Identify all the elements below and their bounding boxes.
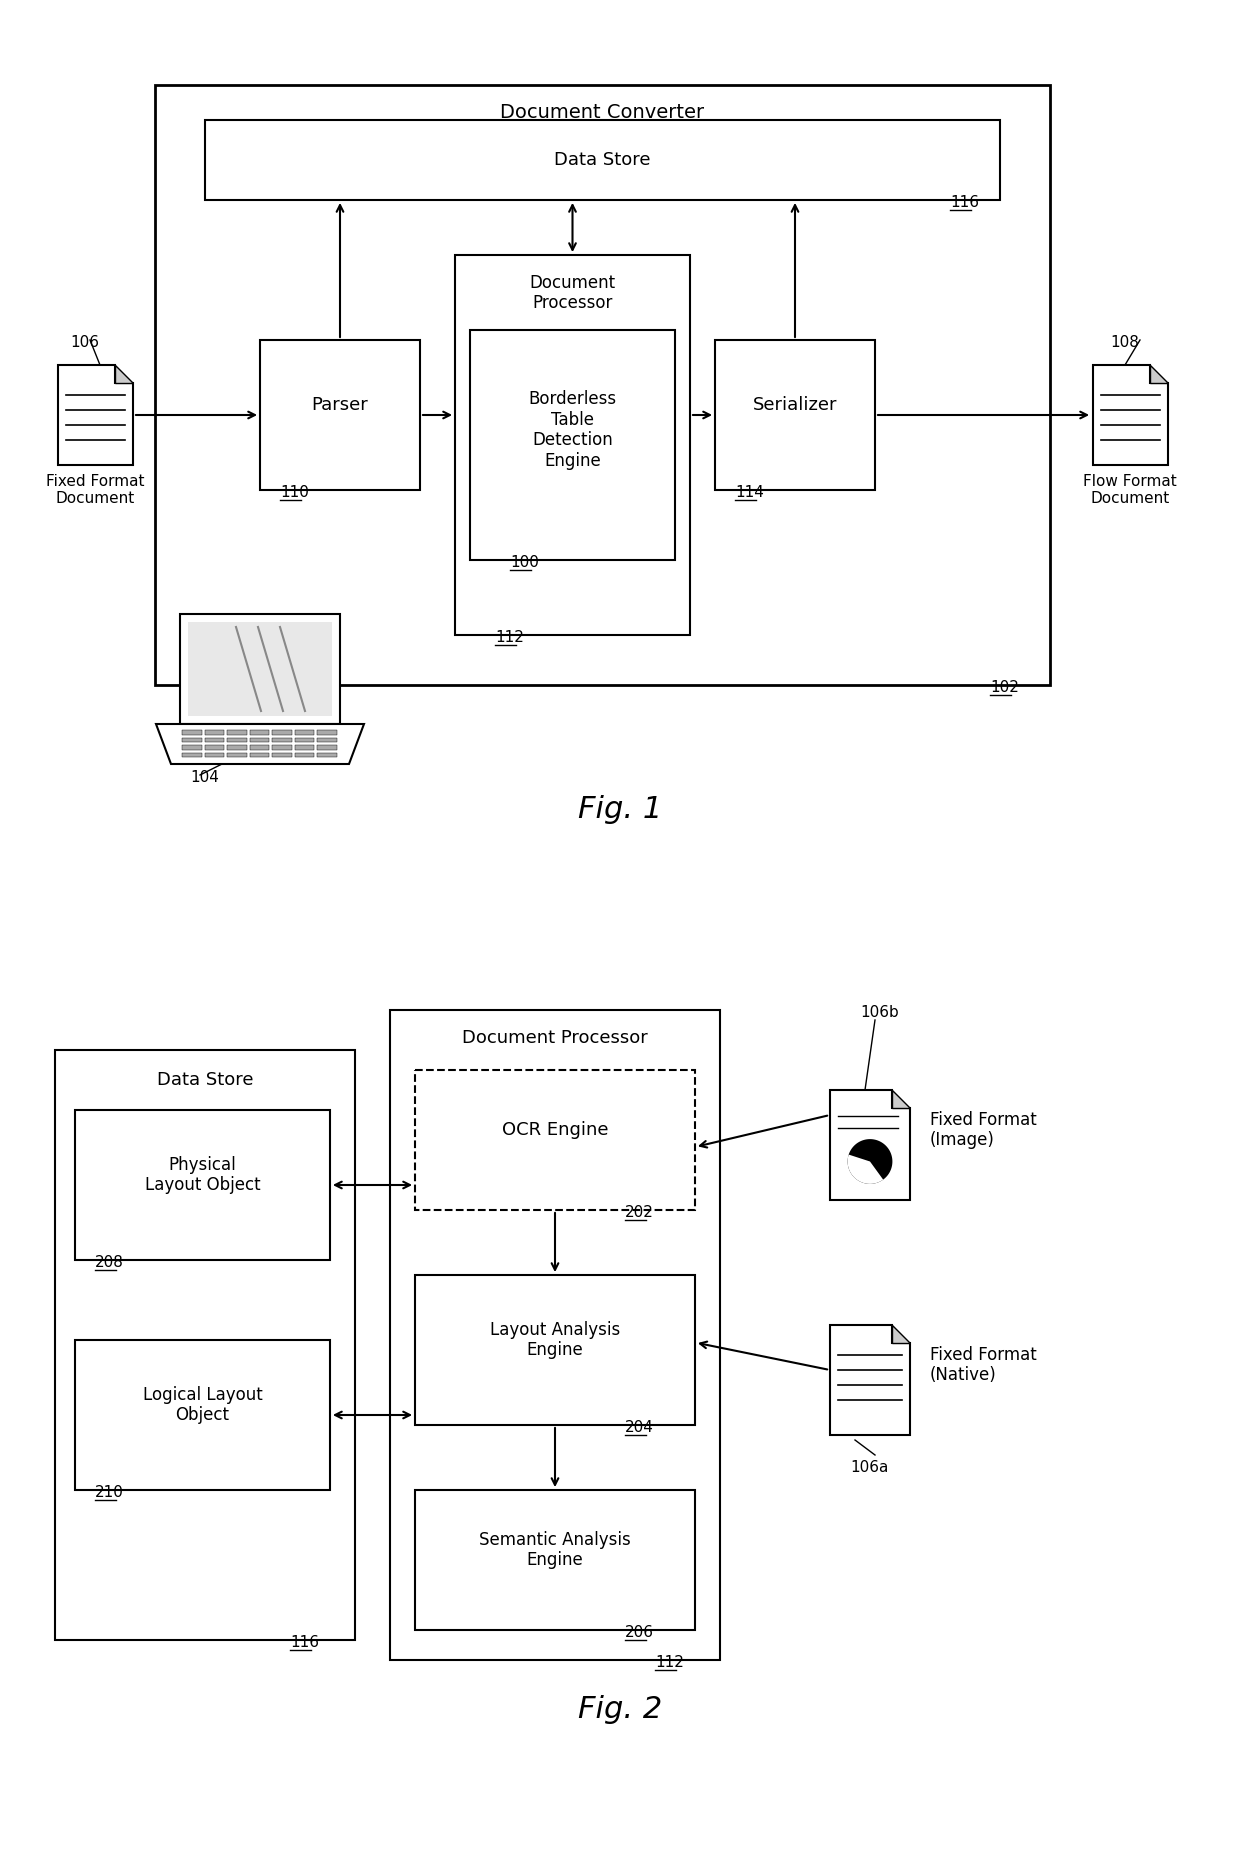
Polygon shape bbox=[273, 752, 291, 758]
Text: Layout Analysis
Engine: Layout Analysis Engine bbox=[490, 1321, 620, 1360]
Text: 106: 106 bbox=[69, 336, 99, 351]
Polygon shape bbox=[156, 724, 365, 763]
Polygon shape bbox=[295, 745, 315, 750]
Polygon shape bbox=[273, 737, 291, 743]
Text: 116: 116 bbox=[290, 1635, 319, 1650]
Text: 102: 102 bbox=[990, 679, 1019, 694]
Polygon shape bbox=[114, 366, 133, 383]
Polygon shape bbox=[830, 1325, 910, 1435]
Polygon shape bbox=[227, 745, 247, 750]
Text: Physical
Layout Object: Physical Layout Object bbox=[145, 1155, 260, 1194]
Polygon shape bbox=[892, 1090, 910, 1108]
Polygon shape bbox=[1092, 366, 1168, 465]
Text: 208: 208 bbox=[95, 1256, 124, 1271]
Bar bbox=[415, 1274, 694, 1426]
Text: 112: 112 bbox=[495, 631, 523, 646]
Text: 104: 104 bbox=[190, 771, 219, 786]
Text: Fixed Format
(Image): Fixed Format (Image) bbox=[930, 1110, 1037, 1149]
Text: 106a: 106a bbox=[849, 1459, 888, 1474]
Bar bbox=[715, 340, 875, 491]
Polygon shape bbox=[273, 745, 291, 750]
Text: 108: 108 bbox=[1110, 336, 1138, 351]
Polygon shape bbox=[892, 1325, 910, 1344]
Text: Document Converter: Document Converter bbox=[501, 103, 704, 123]
Polygon shape bbox=[182, 745, 202, 750]
Polygon shape bbox=[249, 752, 269, 758]
Text: Data Store: Data Store bbox=[156, 1071, 253, 1090]
Text: Borderless
Table
Detection
Engine: Borderless Table Detection Engine bbox=[528, 390, 616, 470]
Polygon shape bbox=[227, 752, 247, 758]
Polygon shape bbox=[182, 737, 202, 743]
Polygon shape bbox=[182, 730, 202, 735]
Polygon shape bbox=[57, 366, 133, 465]
Polygon shape bbox=[180, 614, 340, 724]
Polygon shape bbox=[205, 737, 224, 743]
Polygon shape bbox=[295, 752, 315, 758]
Polygon shape bbox=[205, 752, 224, 758]
Text: Serializer: Serializer bbox=[753, 396, 837, 414]
Text: 206: 206 bbox=[625, 1625, 653, 1640]
Text: OCR Engine: OCR Engine bbox=[502, 1121, 609, 1138]
Text: Data Store: Data Store bbox=[554, 151, 651, 170]
Polygon shape bbox=[1149, 366, 1168, 383]
Text: 112: 112 bbox=[655, 1655, 684, 1670]
Bar bbox=[260, 340, 420, 491]
Polygon shape bbox=[205, 730, 224, 735]
Bar bbox=[455, 256, 689, 634]
Polygon shape bbox=[295, 737, 315, 743]
Text: Flow Format
Document: Flow Format Document bbox=[1083, 474, 1177, 506]
Text: 210: 210 bbox=[95, 1485, 124, 1500]
Polygon shape bbox=[205, 745, 224, 750]
Text: Fixed Format
Document: Fixed Format Document bbox=[46, 474, 144, 506]
Bar bbox=[74, 1110, 330, 1260]
Text: 110: 110 bbox=[280, 485, 309, 500]
Bar bbox=[415, 1069, 694, 1209]
Bar bbox=[205, 119, 999, 200]
Polygon shape bbox=[227, 730, 247, 735]
Bar bbox=[415, 1489, 694, 1631]
Bar bbox=[470, 330, 675, 560]
Polygon shape bbox=[317, 752, 337, 758]
Polygon shape bbox=[249, 737, 269, 743]
Bar bbox=[74, 1340, 330, 1489]
Polygon shape bbox=[848, 1138, 893, 1183]
Polygon shape bbox=[830, 1090, 910, 1200]
Polygon shape bbox=[317, 730, 337, 735]
Polygon shape bbox=[273, 730, 291, 735]
Text: 204: 204 bbox=[625, 1420, 653, 1435]
Polygon shape bbox=[227, 737, 247, 743]
Text: 114: 114 bbox=[735, 485, 764, 500]
Text: 100: 100 bbox=[510, 554, 539, 569]
Text: Fixed Format
(Native): Fixed Format (Native) bbox=[930, 1345, 1037, 1385]
Polygon shape bbox=[848, 1155, 883, 1183]
Bar bbox=[55, 1051, 355, 1640]
Text: Document Processor: Document Processor bbox=[463, 1028, 647, 1047]
Text: Document
Processor: Document Processor bbox=[529, 274, 615, 312]
Text: Fig. 1: Fig. 1 bbox=[578, 795, 662, 825]
Text: Logical Layout
Object: Logical Layout Object bbox=[143, 1386, 263, 1424]
Bar bbox=[391, 1010, 720, 1661]
Polygon shape bbox=[295, 730, 315, 735]
Polygon shape bbox=[188, 621, 332, 717]
Polygon shape bbox=[249, 730, 269, 735]
Polygon shape bbox=[182, 752, 202, 758]
Text: Fig. 2: Fig. 2 bbox=[578, 1696, 662, 1724]
Text: Parser: Parser bbox=[311, 396, 368, 414]
Polygon shape bbox=[317, 745, 337, 750]
Polygon shape bbox=[317, 737, 337, 743]
Polygon shape bbox=[249, 745, 269, 750]
Text: 116: 116 bbox=[950, 196, 980, 211]
Bar bbox=[155, 86, 1050, 685]
Text: 106b: 106b bbox=[861, 1006, 899, 1021]
Text: Semantic Analysis
Engine: Semantic Analysis Engine bbox=[479, 1530, 631, 1569]
Text: 202: 202 bbox=[625, 1205, 653, 1220]
